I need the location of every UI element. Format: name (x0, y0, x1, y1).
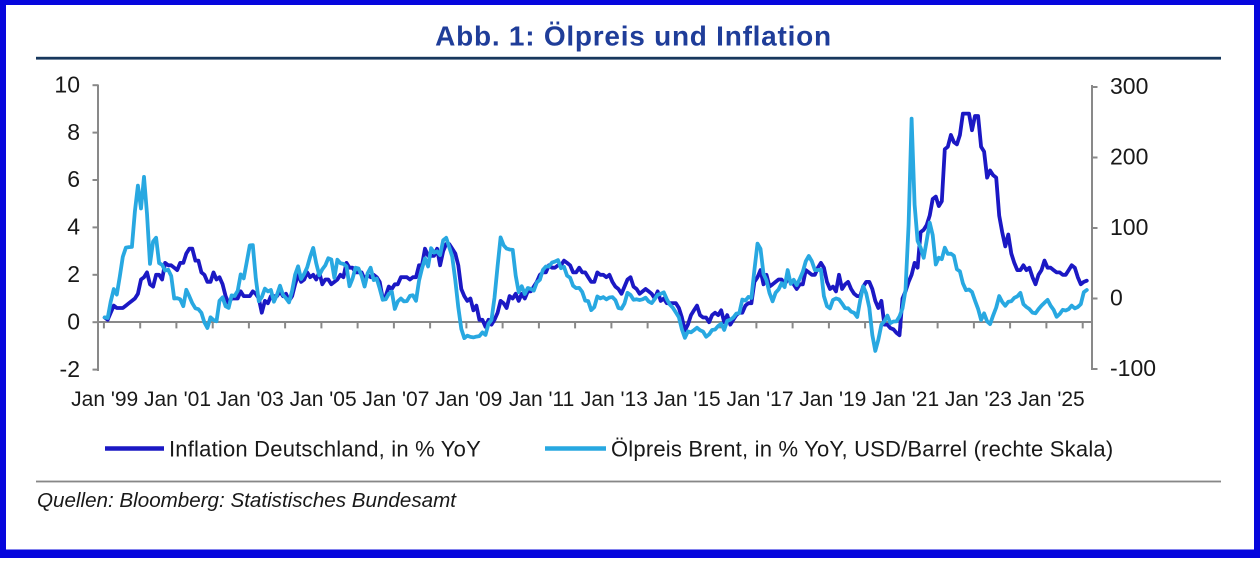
svg-text:Jan '07: Jan '07 (362, 388, 429, 411)
svg-text:-100: -100 (1110, 355, 1156, 381)
svg-text:4: 4 (67, 214, 80, 240)
svg-text:0: 0 (1110, 285, 1123, 311)
svg-text:Quellen: Bloomberg: Statistisc: Quellen: Bloomberg: Statistisches Bundes… (37, 489, 457, 512)
svg-text:100: 100 (1110, 214, 1148, 240)
svg-text:8: 8 (67, 119, 80, 145)
svg-text:Inflation Deutschland, in % Yo: Inflation Deutschland, in % YoY (169, 436, 481, 461)
svg-text:Jan '23: Jan '23 (945, 388, 1012, 411)
svg-text:Jan '99: Jan '99 (71, 388, 138, 411)
svg-text:Abb. 1: Ölpreis und Inflation: Abb. 1: Ölpreis und Inflation (435, 21, 832, 52)
svg-text:Jan '25: Jan '25 (1018, 388, 1085, 411)
svg-text:10: 10 (54, 71, 80, 97)
svg-text:-2: -2 (60, 356, 80, 382)
svg-text:2: 2 (67, 261, 80, 287)
svg-text:Jan '03: Jan '03 (217, 388, 284, 411)
svg-text:Jan '21: Jan '21 (872, 388, 939, 411)
svg-text:0: 0 (67, 308, 80, 334)
svg-text:Jan '13: Jan '13 (581, 388, 648, 411)
svg-text:Jan '05: Jan '05 (290, 388, 357, 411)
svg-text:Jan '15: Jan '15 (654, 388, 721, 411)
svg-text:Jan '11: Jan '11 (509, 388, 575, 411)
svg-text:Ölpreis Brent, in % YoY, USD/B: Ölpreis Brent, in % YoY, USD/Barrel (rec… (611, 436, 1113, 461)
svg-text:Jan '17: Jan '17 (726, 388, 793, 411)
svg-text:6: 6 (67, 166, 80, 192)
svg-text:200: 200 (1110, 144, 1148, 170)
svg-text:Jan '19: Jan '19 (799, 388, 866, 411)
svg-text:Jan '09: Jan '09 (435, 388, 502, 411)
svg-text:300: 300 (1110, 73, 1148, 99)
svg-text:Jan '01: Jan '01 (144, 388, 211, 411)
